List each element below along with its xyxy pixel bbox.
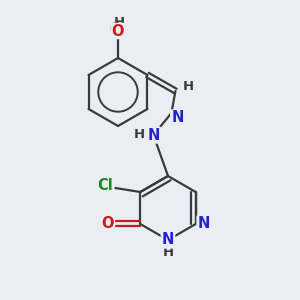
Text: H: H xyxy=(112,23,124,37)
Text: H: H xyxy=(162,245,174,259)
Text: O: O xyxy=(101,217,113,232)
Text: O: O xyxy=(112,23,124,38)
Text: H: H xyxy=(183,80,194,92)
Text: Cl: Cl xyxy=(98,178,113,194)
Text: O: O xyxy=(110,22,122,38)
Text: N: N xyxy=(147,128,160,142)
Text: H: H xyxy=(134,128,145,140)
Text: H: H xyxy=(113,16,124,28)
Text: N: N xyxy=(171,110,184,125)
Text: N: N xyxy=(162,232,174,247)
Text: N: N xyxy=(197,217,210,232)
